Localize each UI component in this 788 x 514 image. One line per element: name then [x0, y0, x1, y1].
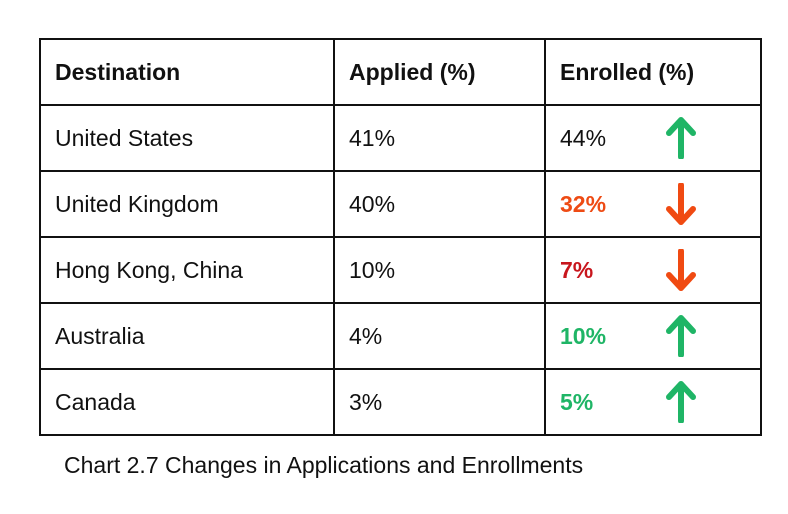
- enrolled-value: 10%: [560, 322, 607, 349]
- destination-cell: Hong Kong, China: [39, 236, 335, 304]
- arrow-up-icon: [666, 117, 696, 159]
- destination-cell: Canada: [39, 368, 335, 436]
- enrolled-value: 7%: [560, 256, 594, 283]
- destination-cell: United States: [39, 104, 335, 172]
- table-body: United States 41% 44% United Kingdom 40% 32% H…: [39, 104, 762, 436]
- applied-cell: 40%: [333, 170, 546, 238]
- enrolled-value: 32%: [560, 190, 607, 217]
- arrow-up-icon: [666, 381, 696, 423]
- applied-cell: 4%: [333, 302, 546, 370]
- applied-cell: 10%: [333, 236, 546, 304]
- enrollment-table: Destination Applied (%) Enrolled (%) Uni…: [39, 38, 762, 436]
- arrow-down-icon: [666, 249, 696, 291]
- table-row: United States 41% 44%: [39, 104, 762, 172]
- column-header-enrolled: Enrolled (%): [544, 38, 762, 106]
- enrolled-value: 44%: [560, 124, 607, 151]
- destination-cell: Australia: [39, 302, 335, 370]
- table-row: United Kingdom 40% 32%: [39, 170, 762, 238]
- applied-cell: 3%: [333, 368, 546, 436]
- destination-cell: United Kingdom: [39, 170, 335, 238]
- chart-caption: Chart 2.7 Changes in Applications and En…: [64, 452, 584, 478]
- enrolled-cell: 10%: [544, 302, 762, 370]
- table-row: Australia 4% 10%: [39, 302, 762, 370]
- enrolled-cell: 44%: [544, 104, 762, 172]
- arrow-up-icon: [666, 315, 696, 357]
- enrolled-value: 5%: [560, 388, 594, 415]
- enrollment-table-container: Destination Applied (%) Enrolled (%) Uni…: [39, 38, 762, 436]
- column-header-applied: Applied (%): [333, 38, 546, 106]
- enrolled-cell: 5%: [544, 368, 762, 436]
- table-header-row: Destination Applied (%) Enrolled (%): [39, 38, 762, 106]
- applied-cell: 41%: [333, 104, 546, 172]
- arrow-down-icon: [666, 183, 696, 225]
- enrolled-cell: 7%: [544, 236, 762, 304]
- column-header-destination: Destination: [39, 38, 335, 106]
- enrolled-cell: 32%: [544, 170, 762, 238]
- table-row: Canada 3% 5%: [39, 368, 762, 436]
- table-row: Hong Kong, China 10% 7%: [39, 236, 762, 304]
